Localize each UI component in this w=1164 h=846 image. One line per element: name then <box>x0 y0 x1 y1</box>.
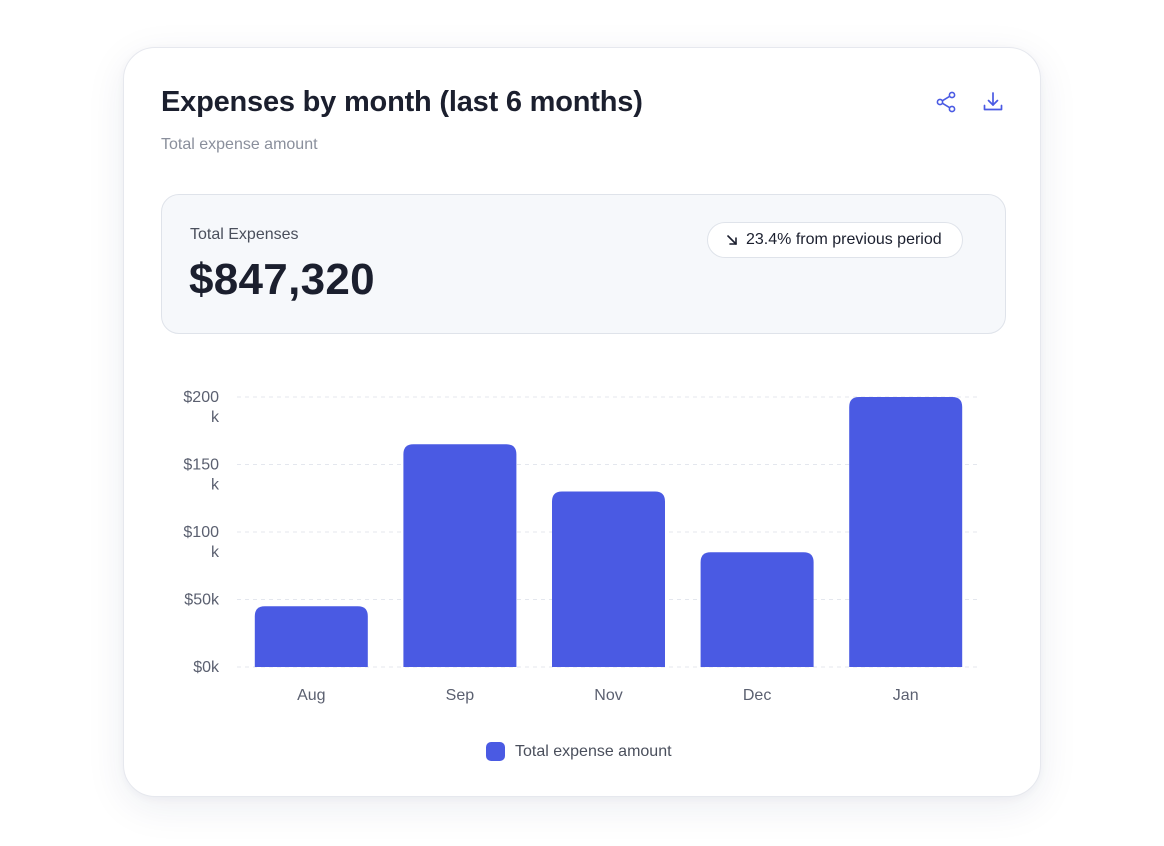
change-badge: 23.4% from previous period <box>707 222 963 258</box>
download-icon <box>983 92 1003 111</box>
x-tick-label: Aug <box>297 687 325 704</box>
bar-nov[interactable] <box>552 491 665 668</box>
share-button[interactable] <box>932 88 960 116</box>
expenses-bar-chart: $0k $50k $100 k $150 k $200 k Aug Sep Nov Dec Jan <box>183 389 980 704</box>
bar-sep[interactable] <box>403 444 517 667</box>
download-button[interactable] <box>979 88 1007 116</box>
legend-label: Total expense amount <box>515 742 672 760</box>
total-expenses-value: $847,320 <box>189 255 375 304</box>
x-tick-label: Jan <box>893 687 919 704</box>
change-text: 23.4% from previous period <box>746 231 942 248</box>
x-tick-label: Sep <box>446 687 475 704</box>
y-tick-label: $100 k <box>183 524 220 561</box>
expenses-card: Expenses by month (last 6 months) Total … <box>123 47 1041 797</box>
card-subtitle: Total expense amount <box>161 136 318 153</box>
chart-legend[interactable]: Total expense amount <box>486 742 672 761</box>
total-expenses-panel: Total Expenses $847,320 23.4% from previ… <box>161 194 1006 334</box>
arrow-down-right-icon <box>726 234 738 246</box>
y-tick-label: $200 k <box>183 389 220 426</box>
share-icon <box>936 91 956 113</box>
total-expenses-label: Total Expenses <box>190 226 299 243</box>
y-tick-label: $50k <box>184 592 220 609</box>
y-tick-label: $0k <box>193 659 220 676</box>
y-tick-label: $150 k <box>183 457 220 494</box>
bar-dec[interactable] <box>700 552 814 667</box>
card-title: Expenses by month (last 6 months) <box>161 86 643 118</box>
bar-aug[interactable] <box>254 606 368 667</box>
x-tick-label: Nov <box>594 687 622 704</box>
legend-swatch <box>486 742 505 761</box>
bar-jan[interactable] <box>849 397 963 667</box>
x-tick-label: Dec <box>743 687 771 704</box>
